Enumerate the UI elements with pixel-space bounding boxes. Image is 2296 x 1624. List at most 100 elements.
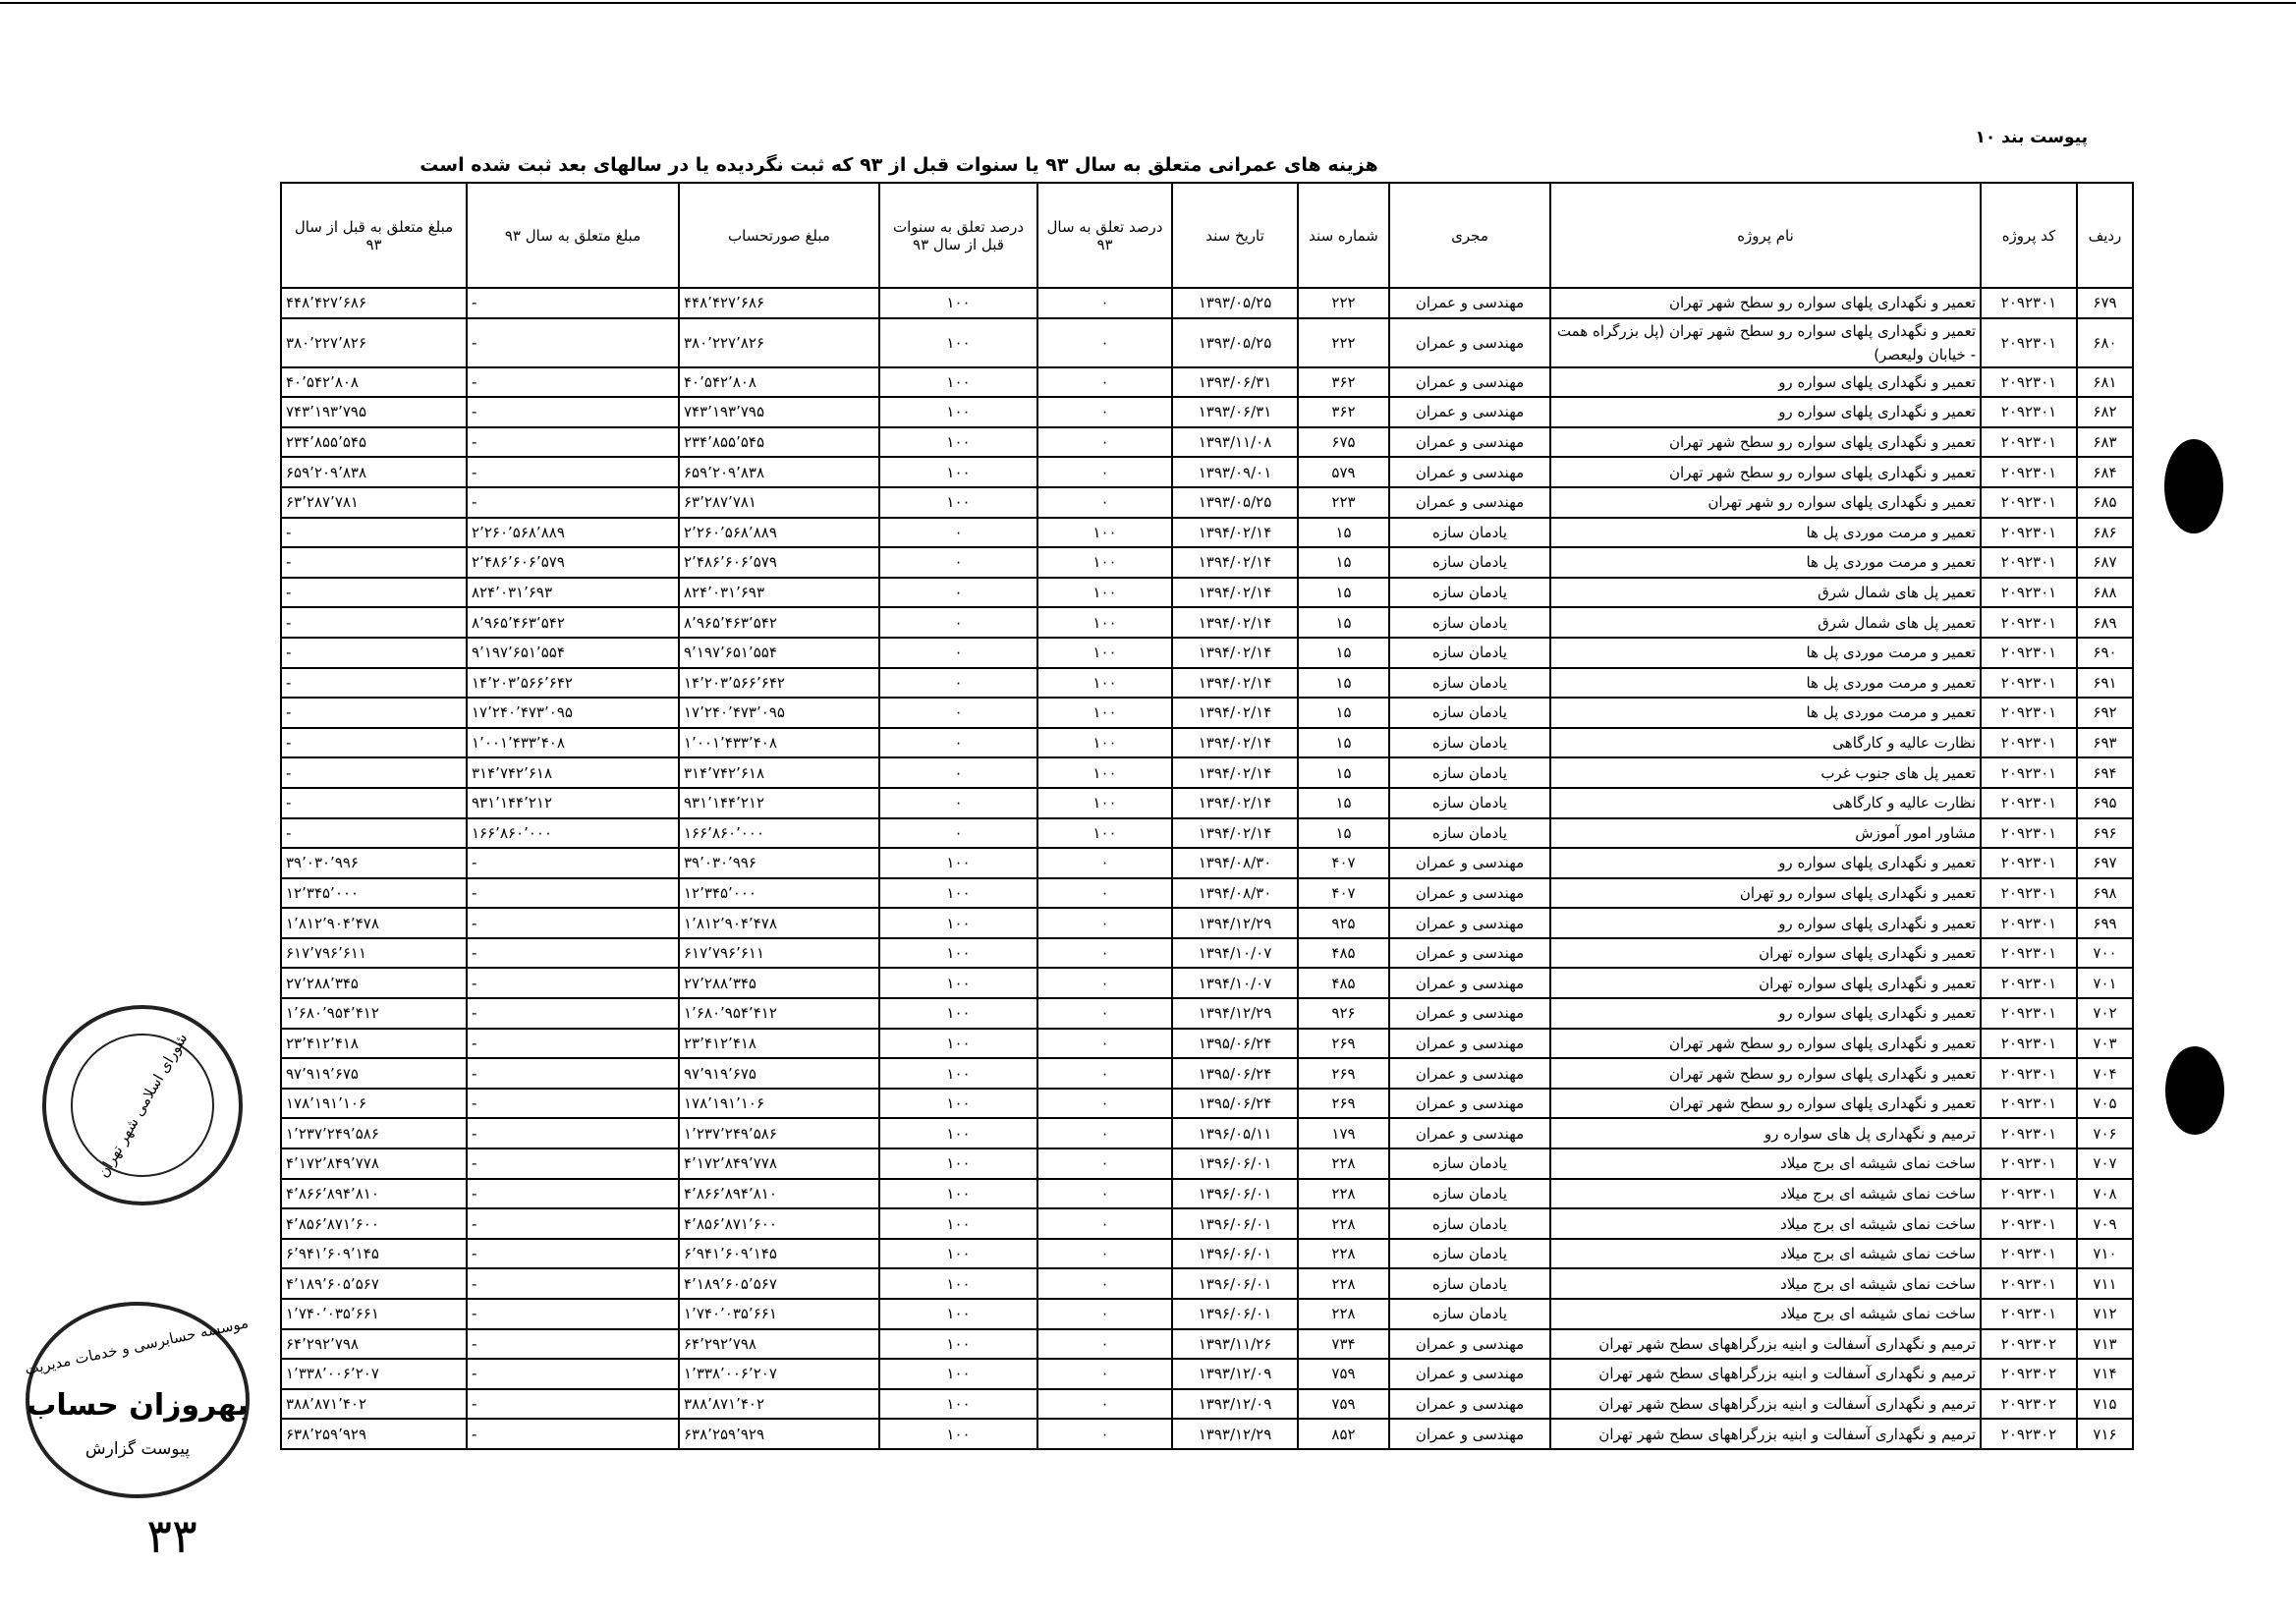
table-cell: ۲۳٬۴۱۲٬۴۱۸ [280,1027,468,1060]
table-cell: ۹۳۱٬۱۴۴٬۲۱۲ [678,786,880,819]
column-header: درصد تعلق به سال ۹۳ [1036,182,1173,289]
table-cell: مهندسی و عمران [1388,1087,1551,1120]
table-cell: ۱۷۹ [1297,1117,1390,1150]
table-cell: ۰ [1036,316,1173,368]
table-cell: ۴٬۱۸۹٬۶۰۵٬۵۶۷ [678,1267,880,1300]
table-cell: ۷۰۳ [2076,1027,2134,1060]
table-row: ۶۹۲ ۲۰۹۲۳۰۱ تعمیر و مرمت موردی پل ها یادمان… [280,697,2134,729]
table-cell: ۱۳۹۳/۰۵/۲۵ [1171,485,1299,519]
table-cell: ۰ [1036,1087,1173,1120]
table-cell: تعمیر و نگهداری پلهای سواره تهران [1549,967,1982,1000]
table-cell: ۲۰۹۲۳۰۱ [1980,876,2078,910]
table-cell: تعمیر و مرمت موردی پل ها [1549,546,1982,579]
table-cell: ۷۴۳٬۱۹۳٬۷۹۵ [678,396,880,428]
table-cell: ۶۹۰ [2076,636,2134,669]
table-cell: ۱۵ [1297,786,1390,819]
audit-stamp [26,1302,250,1498]
table-cell: ۱٬۸۱۲٬۹۰۴٬۴۷۸ [678,907,880,939]
column-header: مبلغ متعلق به قبل از سال ۹۳ [280,182,468,289]
table-cell: ۰ [878,516,1038,549]
table-cell: ۱۰۰ [878,1267,1038,1300]
table-row: ۷۱۰ ۲۰۹۲۳۰۱ ساخت نمای شیشه ای برج میلاد یاد… [280,1237,2134,1270]
table-cell: ۴۴۸٬۴۲۷٬۶۸۶ [280,287,468,319]
table-cell: ۲۲۸ [1297,1237,1390,1270]
header-row: ردیف کد پروژه نام پروژه مجری شماره سند تاریخ … [280,182,2134,289]
table-cell: ۴۰۷ [1297,876,1390,910]
table-cell: - [280,546,468,579]
table-cell: ۷۰۵ [2076,1087,2134,1120]
table-row: ۷۰۶ ۲۰۹۲۳۰۱ ترمیم و نگهداری پل های سواره ر… [280,1117,2134,1150]
table-row: ۶۹۱ ۲۰۹۲۳۰۱ تعمیر و مرمت موردی پل ها یادمان… [280,666,2134,700]
table-cell: ۶۷۵ [1297,425,1390,459]
table-cell: ۴٬۱۷۲٬۸۴۹٬۷۷۸ [280,1148,468,1180]
table-cell: - [466,1298,680,1330]
table-row: ۶۸۵ ۲۰۹۲۳۰۱ تعمیر و نگهداری پلهای سواره رو… [280,485,2134,519]
table-cell: - [466,1057,680,1090]
table-cell: یادمان سازه [1388,516,1551,549]
table-cell: ۳۶۲ [1297,365,1390,399]
table-cell: یادمان سازه [1388,726,1551,759]
table-cell: - [280,697,468,729]
table-cell: ۱٬۸۱۲٬۹۰۴٬۴۷۸ [280,907,468,939]
audit-stamp-name: بهروزان حساب [27,1388,249,1423]
table-cell: یادمان سازه [1388,576,1551,609]
table-cell: تعمیر پل های جنوب غرب [1549,756,1982,789]
table-cell: ۷۰۱ [2076,967,2134,1000]
expense-table: ردیف کد پروژه نام پروژه مجری شماره سند تاریخ … [280,182,2134,1450]
table-cell: تعمیر و نگهداری پلهای سواره تهران [1549,936,1982,970]
table-cell: تعمیر و نگهداری پلهای سواره رو [1549,365,1982,399]
table-cell: ۱۰۰ [1036,636,1173,669]
table-cell: ۲۰۹۲۳۰۱ [1980,396,2078,428]
table-cell: ۶۵۹٬۲۰۹٬۸۳۸ [280,456,468,488]
table-cell: ۱۳۹۶/۰۶/۰۱ [1171,1298,1299,1330]
table-row: ۷۱۲ ۲۰۹۲۳۰۱ ساخت نمای شیشه ای برج میلاد یاد… [280,1298,2134,1330]
table-cell: ۱۰۰ [878,287,1038,319]
table-cell: ۳۱۴٬۷۴۲٬۶۱۸ [466,756,680,789]
table-cell: ۷۱۱ [2076,1267,2134,1300]
table-row: ۷۱۴ ۲۰۹۲۳۰۲ ترمیم و نگهداری آسفالت و ابنیه… [280,1358,2134,1390]
table-cell: - [466,967,680,1000]
table-cell: یادمان سازه [1388,1207,1551,1240]
table-cell: یادمان سازه [1388,1267,1551,1300]
table-cell: ۲۰۹۲۳۰۱ [1980,816,2078,850]
table-cell: ۹۳۱٬۱۴۴٬۲۱۲ [466,786,680,819]
table-cell: ۶۹۶ [2076,816,2134,850]
table-cell: یادمان سازه [1388,636,1551,669]
table-cell: ۲۰۹۲۳۰۱ [1980,1057,2078,1090]
table-cell: ۱۳۹۴/۱۰/۰۷ [1171,936,1299,970]
table-cell: ۰ [1036,425,1173,459]
table-cell: ۲۶۹ [1297,1027,1390,1060]
table-cell: ۱۵ [1297,816,1390,850]
table-cell: یادمان سازه [1388,1177,1551,1210]
table-cell: ۰ [878,756,1038,789]
table-cell: ۷۰۴ [2076,1057,2134,1090]
table-cell: ۱۳۹۴/۱۰/۰۷ [1171,967,1299,1000]
table-cell: تعمیر و نگهداری پلهای سواره رو تهران [1549,876,1982,910]
table-cell: ۸۲۴٬۰۳۱٬۶۹۳ [678,576,880,609]
table-cell: ۱۳۹۳/۰۶/۳۱ [1171,365,1299,399]
table-cell: ۵۷۹ [1297,456,1390,488]
table-cell: ۱۰۰ [878,1087,1038,1120]
table-cell: ۱۰۰ [878,967,1038,1000]
council-stamp-text: شورای اسلامی شهر تهران [94,1030,192,1180]
table-cell: ۱۵ [1297,606,1390,639]
table-cell: ۶۸۴ [2076,456,2134,488]
table-cell: ۱۳۹۴/۰۲/۱۴ [1171,726,1299,759]
table-cell: ۲۰۹۲۳۰۱ [1980,1267,2078,1300]
table-cell: ۰ [1036,1298,1173,1330]
table-cell: ۱۳۹۳/۱۲/۰۹ [1171,1387,1299,1421]
table-cell: ۱۰۰ [878,456,1038,488]
table-cell: ۶۹۷ [2076,847,2134,879]
table-cell: ۰ [878,816,1038,850]
table-cell: ۰ [1036,876,1173,910]
table-cell: ۱۰۰ [878,1177,1038,1210]
table-cell: ۱۳۹۴/۰۸/۳۰ [1171,847,1299,879]
table-cell: تعمیر و نگهداری پلهای سواره رو سطح شهر ت… [1549,316,1982,368]
table-cell: ۱۰۰ [1036,726,1173,759]
table-cell: تعمیر و نگهداری پلهای سواره رو سطح شهر ت… [1549,1057,1982,1090]
table-cell: ۶۹۹ [2076,907,2134,939]
table-cell: ۲۰۹۲۳۰۱ [1980,546,2078,579]
table-cell: ۴٬۱۸۹٬۶۰۵٬۵۶۷ [280,1267,468,1300]
table-cell: ۰ [1036,1327,1173,1361]
table-cell: ۷۱۵ [2076,1387,2134,1421]
